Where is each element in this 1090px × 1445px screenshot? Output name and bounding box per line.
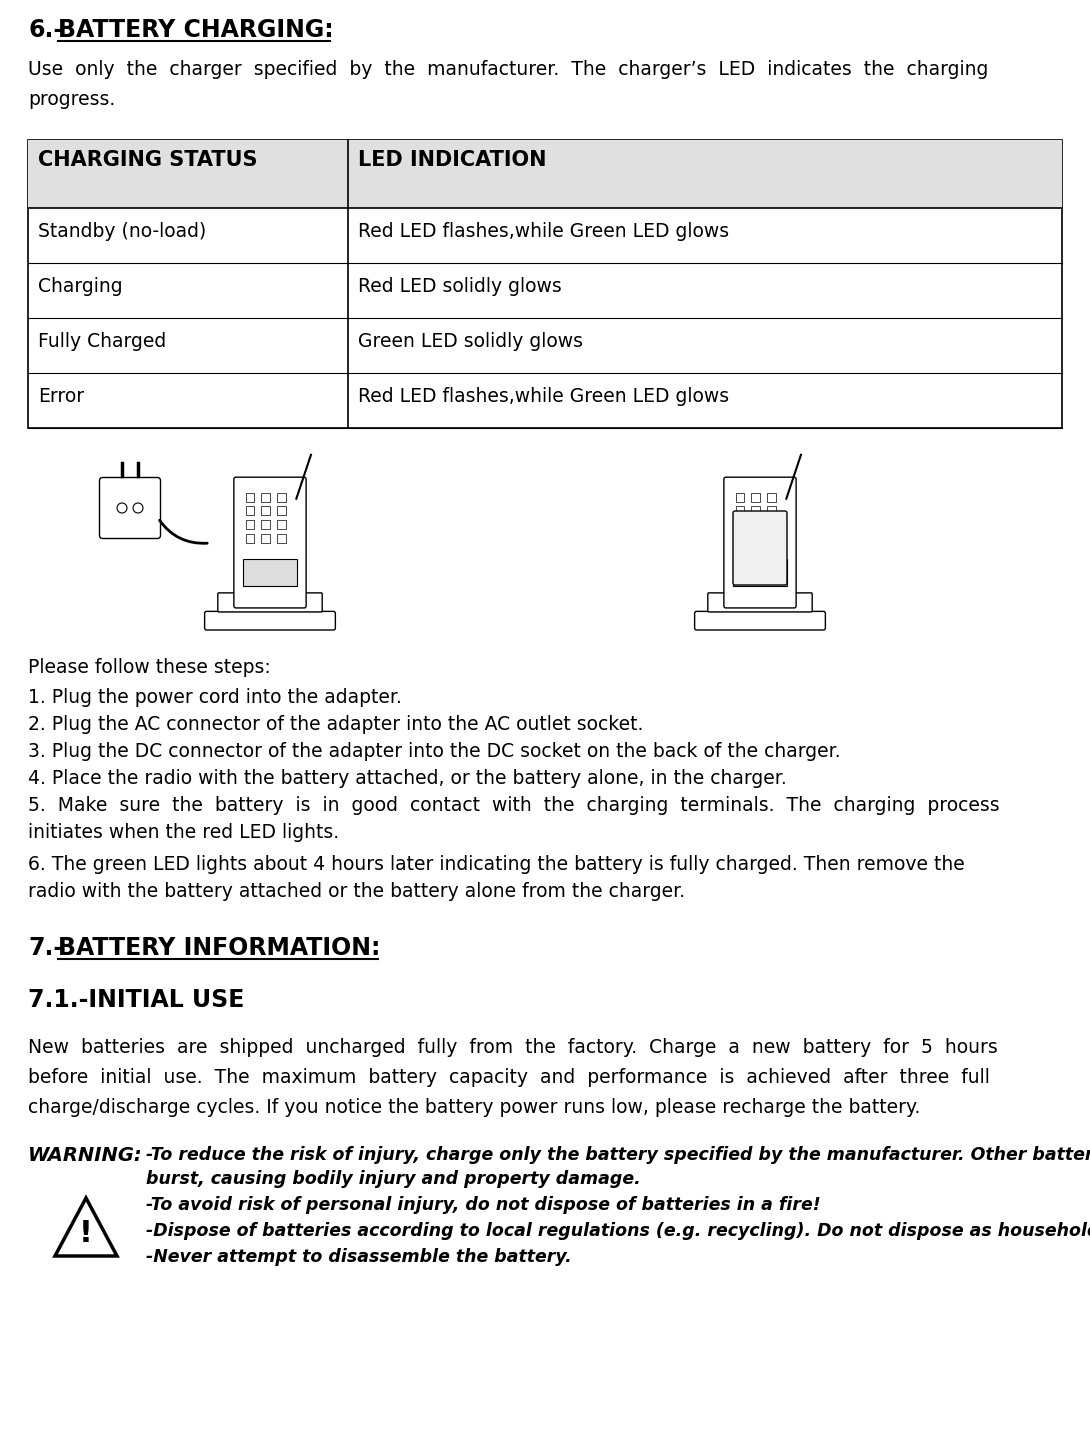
Text: burst, causing bodily injury and property damage.: burst, causing bodily injury and propert…: [146, 1170, 641, 1188]
Bar: [736, 507, 744, 516]
Text: Standby (no-load): Standby (no-load): [38, 223, 206, 241]
Text: Error: Error: [38, 387, 84, 406]
Text: Red LED flashes,while Green LED glows: Red LED flashes,while Green LED glows: [358, 387, 729, 406]
Text: progress.: progress.: [28, 90, 116, 108]
Text: Green LED solidly glows: Green LED solidly glows: [358, 332, 583, 351]
Text: WARNING:: WARNING:: [28, 1146, 143, 1165]
Text: CHARGING STATUS: CHARGING STATUS: [38, 150, 257, 171]
Bar: [245, 520, 254, 529]
Text: Please follow these steps:: Please follow these steps:: [28, 657, 270, 678]
Bar: [767, 507, 776, 516]
Bar: [262, 493, 270, 501]
FancyBboxPatch shape: [99, 477, 160, 539]
Bar: [243, 559, 298, 587]
Text: 6. The green LED lights about 4 hours later indicating the battery is fully char: 6. The green LED lights about 4 hours la…: [28, 855, 965, 874]
Bar: [736, 533, 744, 542]
FancyBboxPatch shape: [218, 592, 323, 611]
Text: -To reduce the risk of injury, charge only the battery specified by the manufact: -To reduce the risk of injury, charge on…: [146, 1146, 1090, 1165]
Text: Red LED flashes,while Green LED glows: Red LED flashes,while Green LED glows: [358, 223, 729, 241]
Bar: [262, 520, 270, 529]
Bar: [262, 533, 270, 542]
Text: !: !: [80, 1220, 93, 1248]
Bar: [245, 493, 254, 501]
FancyBboxPatch shape: [732, 512, 787, 585]
Bar: [751, 520, 760, 529]
Text: Use  only  the  charger  specified  by  the  manufacturer.  The  charger’s  LED : Use only the charger specified by the ma…: [28, 61, 989, 79]
Text: charge/discharge cycles. If you notice the battery power runs low, please rechar: charge/discharge cycles. If you notice t…: [28, 1098, 920, 1117]
Bar: [767, 533, 776, 542]
Text: 7.-: 7.-: [28, 936, 63, 959]
Circle shape: [117, 503, 128, 513]
Bar: [751, 533, 760, 542]
Text: -To avoid risk of personal injury, do not dispose of batteries in a fire!: -To avoid risk of personal injury, do no…: [146, 1196, 821, 1214]
Bar: [767, 520, 776, 529]
Circle shape: [133, 503, 143, 513]
Bar: [245, 533, 254, 542]
Text: initiates when the red LED lights.: initiates when the red LED lights.: [28, 824, 339, 842]
FancyBboxPatch shape: [205, 611, 336, 630]
Bar: [732, 559, 787, 587]
Bar: [277, 533, 286, 542]
Bar: [277, 507, 286, 516]
Text: 3. Plug the DC connector of the adapter into the DC socket on the back of the ch: 3. Plug the DC connector of the adapter …: [28, 741, 840, 762]
Text: before  initial  use.  The  maximum  battery  capacity  and  performance  is  ac: before initial use. The maximum battery …: [28, 1068, 990, 1087]
Bar: [277, 520, 286, 529]
Text: -Dispose of batteries according to local regulations (e.g. recycling). Do not di: -Dispose of batteries according to local…: [146, 1222, 1090, 1240]
Bar: [28, 140, 1062, 208]
Text: New  batteries  are  shipped  uncharged  fully  from  the  factory.  Charge  a  : New batteries are shipped uncharged full…: [28, 1038, 997, 1056]
Text: Fully Charged: Fully Charged: [38, 332, 167, 351]
FancyBboxPatch shape: [724, 477, 796, 608]
Text: 7.1.-INITIAL USE: 7.1.-INITIAL USE: [28, 988, 244, 1012]
Bar: [262, 507, 270, 516]
FancyBboxPatch shape: [234, 477, 306, 608]
Bar: [751, 493, 760, 501]
Bar: [751, 507, 760, 516]
Text: 6.-: 6.-: [28, 17, 63, 42]
Text: -Never attempt to disassemble the battery.: -Never attempt to disassemble the batter…: [146, 1248, 572, 1266]
Bar: [277, 493, 286, 501]
FancyBboxPatch shape: [694, 611, 825, 630]
Text: radio with the battery attached or the battery alone from the charger.: radio with the battery attached or the b…: [28, 881, 686, 902]
FancyBboxPatch shape: [707, 592, 812, 611]
Text: BATTERY CHARGING:: BATTERY CHARGING:: [58, 17, 334, 42]
Text: Charging: Charging: [38, 277, 122, 296]
Bar: [245, 507, 254, 516]
Bar: [767, 493, 776, 501]
Text: LED INDICATION: LED INDICATION: [358, 150, 546, 171]
Text: 1. Plug the power cord into the adapter.: 1. Plug the power cord into the adapter.: [28, 688, 402, 707]
Text: Red LED solidly glows: Red LED solidly glows: [358, 277, 561, 296]
Polygon shape: [54, 1198, 117, 1256]
Text: BATTERY INFORMATION:: BATTERY INFORMATION:: [58, 936, 380, 959]
Text: 2. Plug the AC connector of the adapter into the AC outlet socket.: 2. Plug the AC connector of the adapter …: [28, 715, 643, 734]
Bar: [28, 140, 1062, 428]
Bar: [736, 493, 744, 501]
Text: 4. Place the radio with the battery attached, or the battery alone, in the charg: 4. Place the radio with the battery atta…: [28, 769, 787, 788]
Text: 5.  Make  sure  the  battery  is  in  good  contact  with  the  charging  termin: 5. Make sure the battery is in good cont…: [28, 796, 1000, 815]
Bar: [736, 520, 744, 529]
